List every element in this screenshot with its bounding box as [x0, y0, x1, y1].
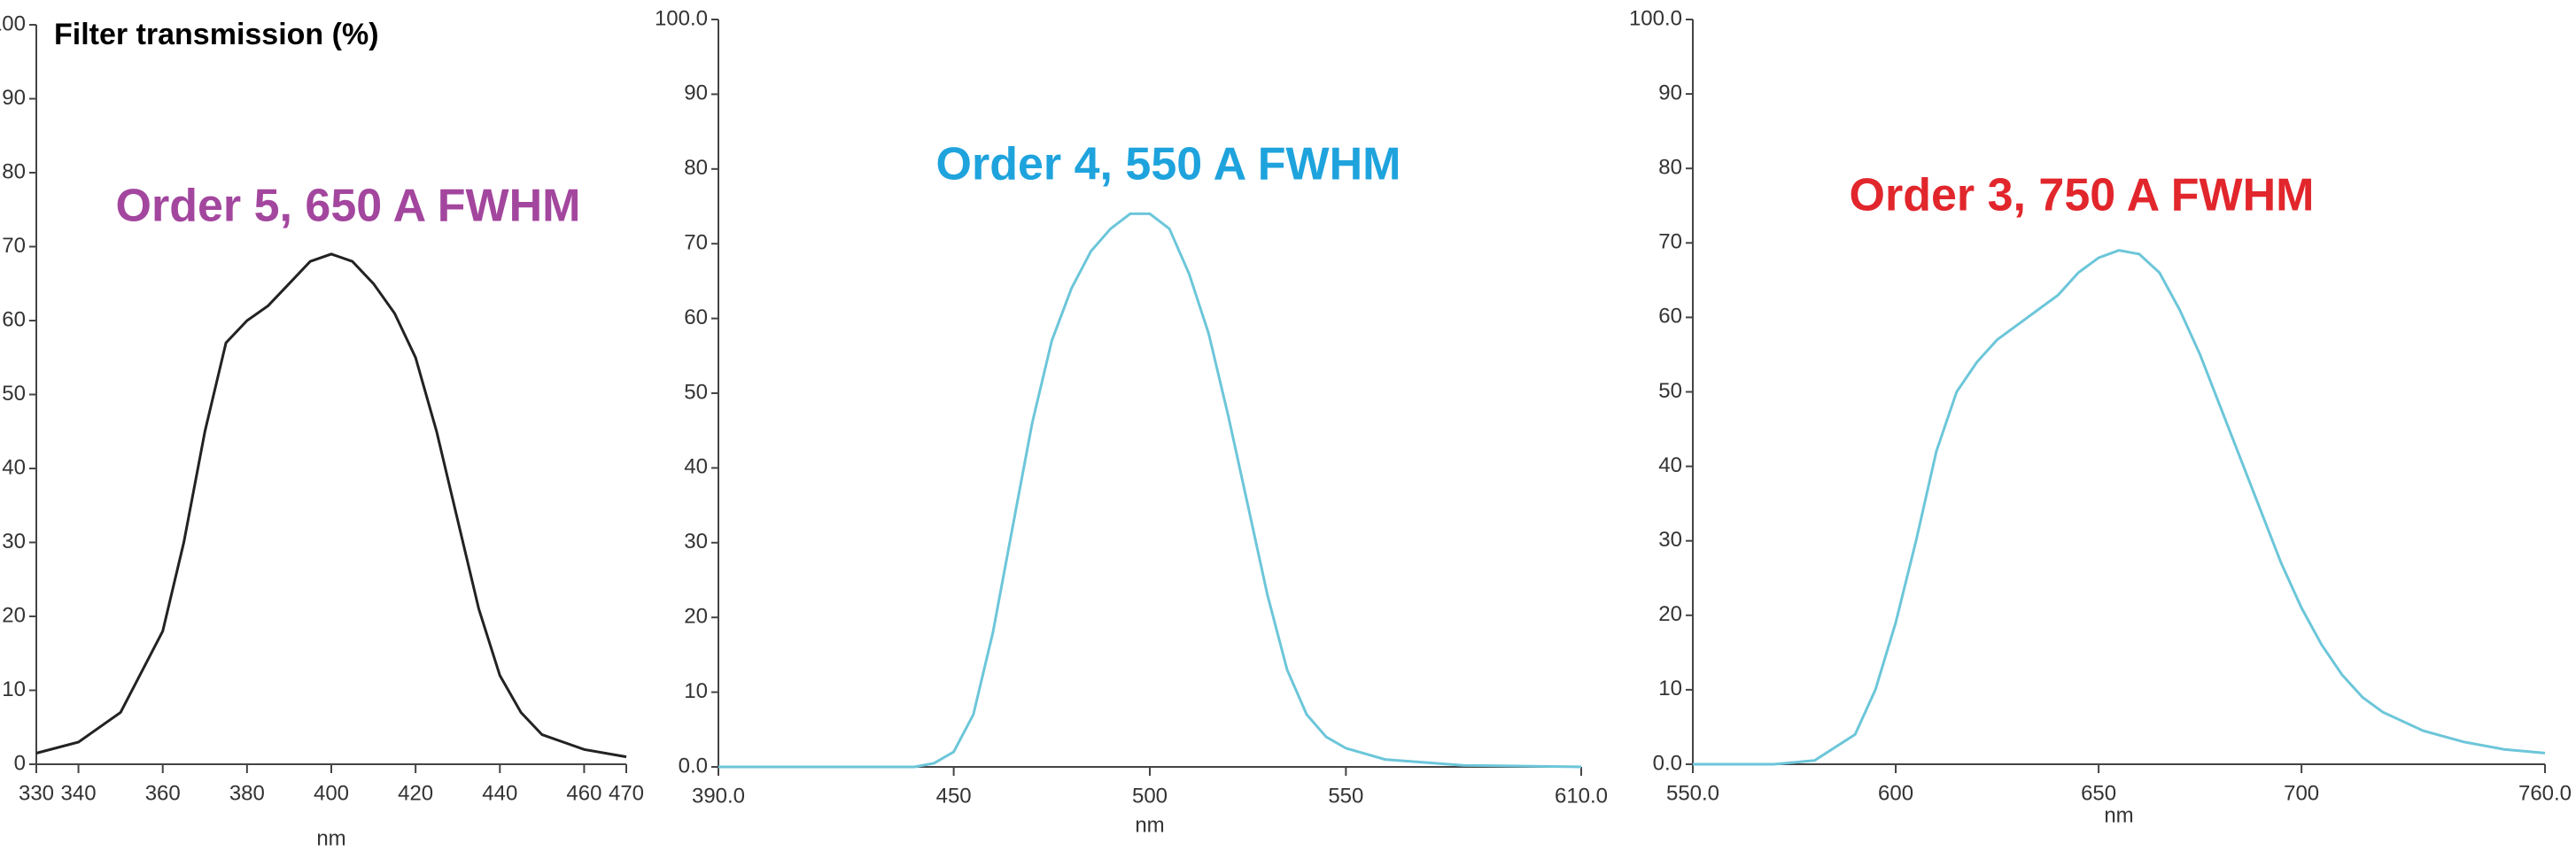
y-tick-label: 50 [1658, 379, 1682, 403]
y-tick-label: 30 [2, 530, 26, 553]
x-tick-label: 380 [229, 781, 265, 805]
y-tick-label: 60 [1658, 305, 1682, 329]
chart-title: Order 4, 550 A FWHM [936, 139, 1401, 190]
y-tick-label: 40 [1658, 453, 1682, 477]
x-tick-label: 550 [1328, 784, 1363, 808]
y-tick-label: 100.0 [655, 6, 708, 30]
y-tick-label: 60 [2, 307, 26, 331]
y-tick-label: 30 [1658, 528, 1682, 552]
x-tick-label: 330 [19, 781, 54, 805]
x-tick-label: 600 [1878, 781, 1913, 805]
y-tick-label: 30 [684, 530, 708, 553]
y-tick-label: 70 [2, 234, 26, 258]
y-tick-label: 80 [2, 159, 26, 183]
y-tick-label: 80 [684, 156, 708, 180]
x-tick-label: 420 [398, 781, 433, 805]
y-tick-label: 0 [14, 751, 26, 775]
chart-title: Order 3, 750 A FWHM [1850, 170, 2315, 221]
y-tick-label: 20 [2, 603, 26, 627]
y-tick-label: 90 [1658, 81, 1682, 104]
y-tick-label: 100.0 [1629, 6, 1682, 30]
y-tick-label: 50 [2, 382, 26, 406]
x-tick-label: 470 [609, 781, 644, 805]
chart-title: Order 5, 650 A FWHM [116, 181, 581, 232]
y-tick-label: 90 [684, 81, 708, 105]
y-tick-label: 70 [684, 231, 708, 255]
x-tick-label: 500 [1132, 784, 1168, 808]
y-tick-label: 10 [684, 679, 708, 703]
x-tick-label: 610.0 [1555, 784, 1608, 808]
y-axis-label: Filter transmission (%) [54, 18, 379, 51]
x-axis-label: nm [2104, 803, 2133, 827]
y-tick-label: 90 [2, 86, 26, 110]
x-tick-label: 650 [2081, 781, 2116, 805]
data-line [718, 212, 1582, 769]
y-tick-label: 20 [684, 605, 708, 629]
x-tick-label: 700 [2284, 781, 2319, 805]
x-tick-label: 440 [482, 781, 517, 805]
y-tick-label: 0.0 [679, 754, 708, 778]
x-tick-label: 340 [61, 781, 97, 805]
y-tick-label: 70 [1658, 230, 1682, 254]
x-tick-label: 450 [936, 784, 972, 808]
y-tick-label: 80 [1658, 156, 1682, 180]
y-tick-label: 0.0 [1653, 751, 1682, 775]
x-tick-label: 460 [566, 781, 601, 805]
data-line [1693, 249, 2546, 766]
x-tick-label: 760.0 [2518, 781, 2572, 805]
x-tick-label: 390.0 [692, 784, 745, 808]
x-tick-label: 360 [145, 781, 181, 805]
y-tick-label: 40 [684, 455, 708, 479]
y-tick-label: 10 [1658, 677, 1682, 700]
data-line [35, 252, 627, 759]
y-tick-label: 100 [0, 12, 26, 35]
x-tick-label: 400 [314, 781, 349, 805]
y-tick-label: 40 [2, 455, 26, 479]
y-tick-label: 10 [2, 677, 26, 701]
x-axis-label: nm [1135, 813, 1164, 837]
x-axis-label: nm [316, 826, 345, 850]
y-tick-label: 50 [684, 380, 708, 404]
y-tick-label: 60 [684, 306, 708, 329]
y-tick-label: 20 [1658, 602, 1682, 626]
x-tick-label: 550.0 [1666, 781, 1719, 805]
